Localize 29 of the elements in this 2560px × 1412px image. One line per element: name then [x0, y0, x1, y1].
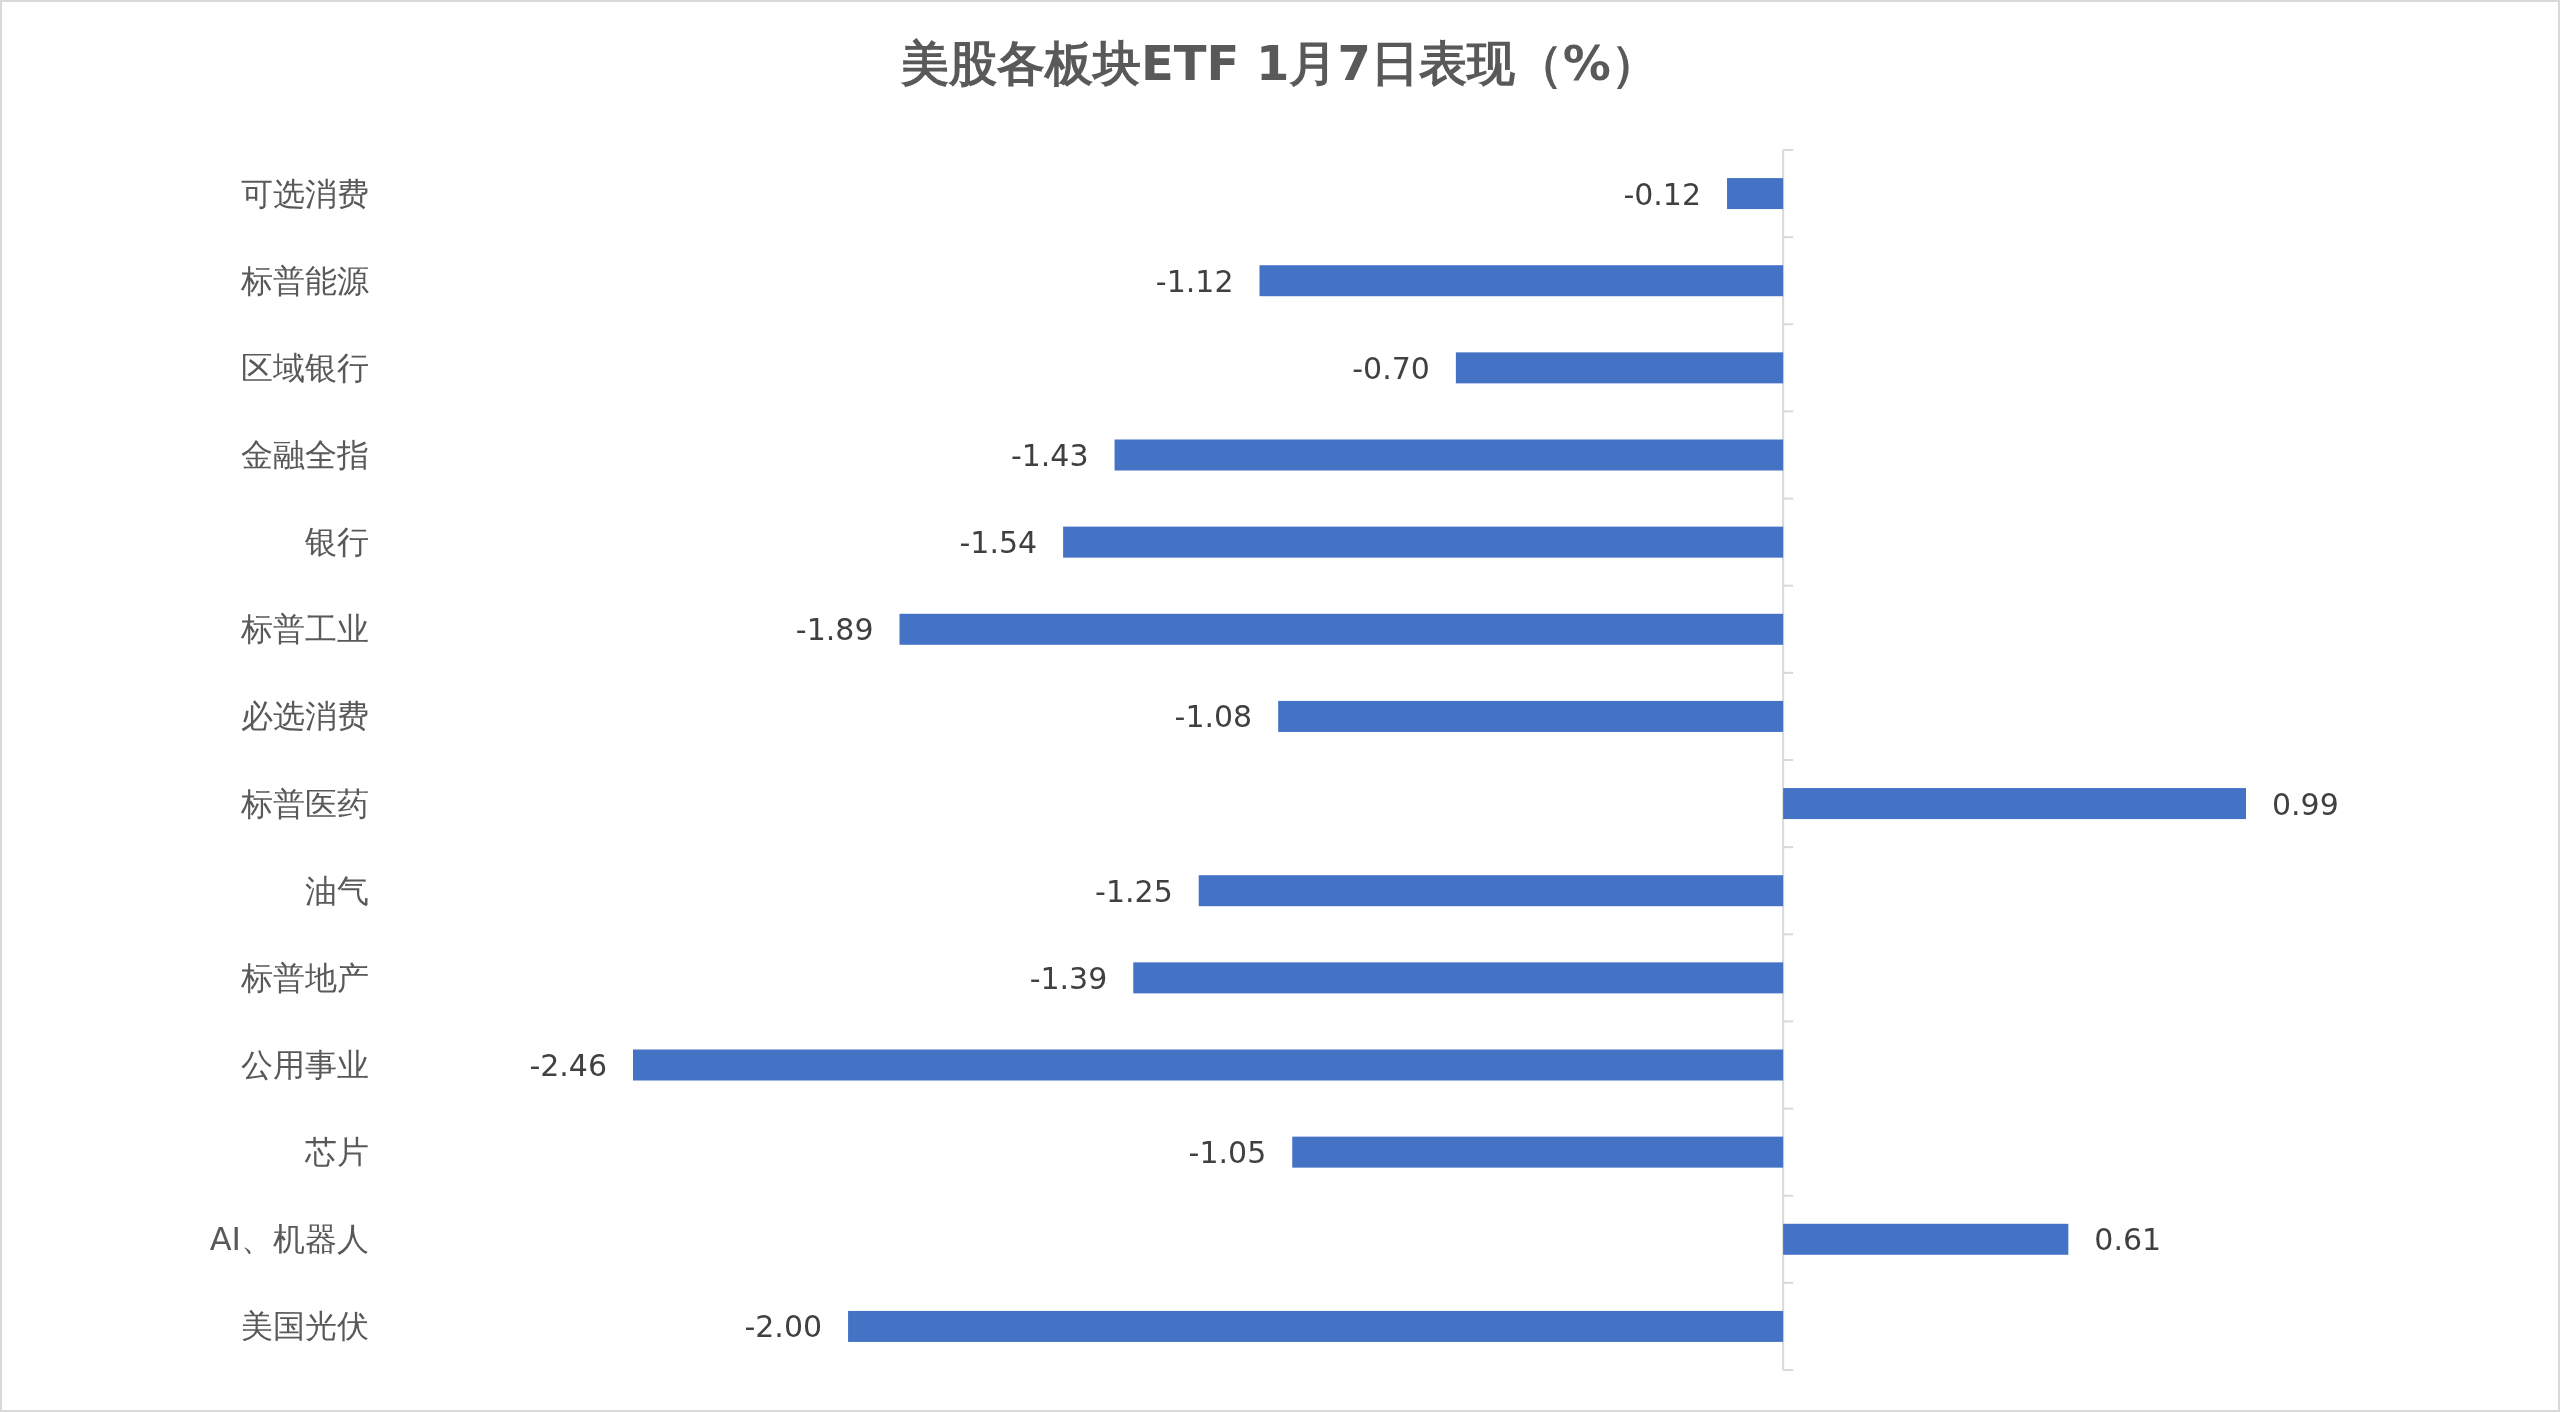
- y-tick-label: 公用事业: [241, 1046, 369, 1084]
- data-label: 0.99: [2272, 786, 2339, 822]
- y-tick-label: 必选消费: [241, 697, 369, 736]
- y-tick-label: 金融全指: [241, 436, 369, 474]
- data-label: -1.05: [1188, 1135, 1267, 1171]
- y-tick-label: 标普能源: [240, 261, 369, 300]
- chart-title: 美股各板块ETF 1月7日表现（%）: [900, 35, 1659, 91]
- data-label: -0.70: [1352, 350, 1430, 386]
- y-tick-label: 区域银行: [241, 348, 369, 387]
- y-tick-label: 芯片: [304, 1133, 369, 1172]
- y-tick-label: 标普地产: [240, 958, 369, 997]
- data-label: -2.00: [744, 1309, 823, 1345]
- data-label: -1.89: [795, 612, 874, 648]
- y-tick-label: 可选消费: [241, 174, 369, 213]
- data-label: -1.25: [1095, 873, 1173, 909]
- data-label: 0.61: [2094, 1222, 2162, 1258]
- data-label: -1.08: [1174, 699, 1253, 735]
- y-tick-label: 标普工业: [240, 610, 369, 649]
- data-label: -1.54: [959, 525, 1038, 561]
- data-label: -1.12: [1155, 263, 1234, 299]
- y-tick-label: 银行: [304, 523, 369, 562]
- y-tick-label: AI、机器人: [209, 1220, 369, 1259]
- data-label: -0.12: [1623, 176, 1702, 212]
- data-label: -1.43: [1010, 438, 1089, 473]
- data-label: -2.46: [529, 1048, 607, 1083]
- y-tick-label: 油气: [305, 871, 369, 910]
- y-tick-label: 标普医药: [240, 784, 369, 823]
- y-tick-label: 美国光伏: [241, 1307, 369, 1346]
- data-label: -1.39: [1029, 960, 1108, 996]
